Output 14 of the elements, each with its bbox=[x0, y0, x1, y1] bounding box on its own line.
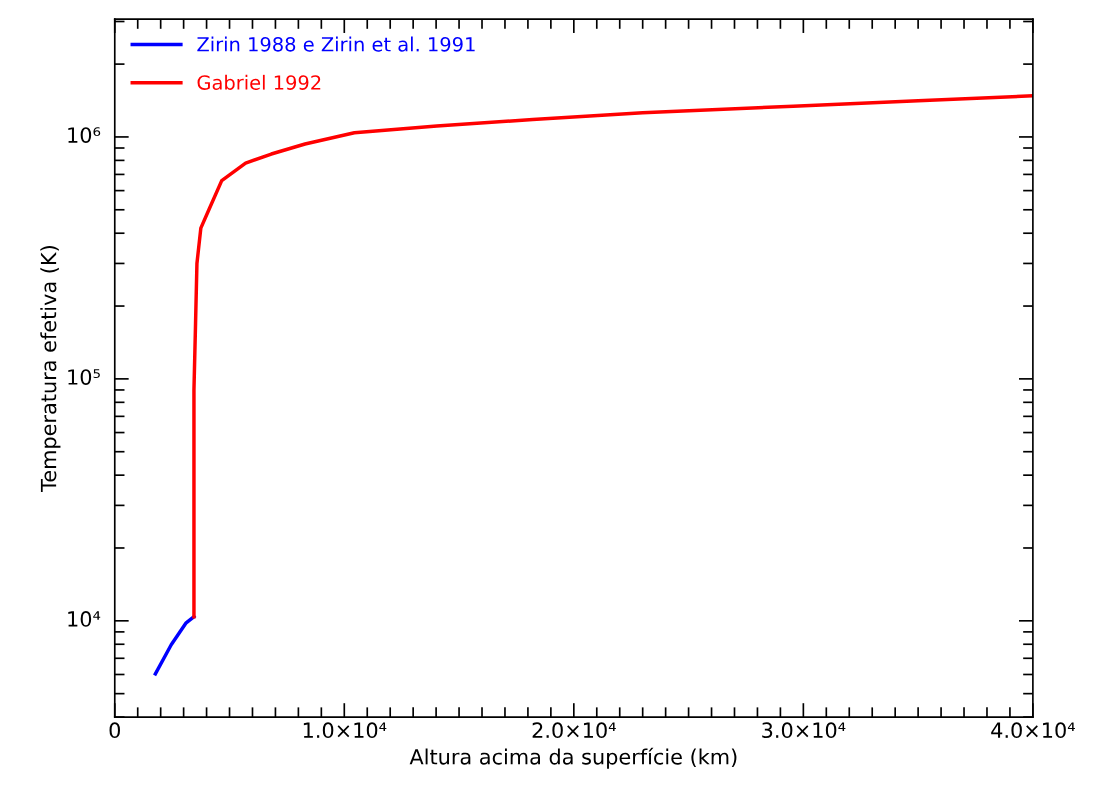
legend-label: Zirin 1988 e Zirin et al. 1991 bbox=[197, 36, 475, 52]
x-tick-label: 0 bbox=[109, 722, 121, 739]
line-series bbox=[192, 94, 1033, 619]
line-series bbox=[153, 614, 196, 676]
y-tick-label: 10⁵ bbox=[68, 369, 100, 385]
x-tick-label: 3.0×10⁴ bbox=[762, 722, 846, 739]
y-axis-title: Temperatura efetiva (K) bbox=[40, 246, 61, 492]
x-axis-title: Altura acima da superfície (km) bbox=[409, 747, 737, 769]
legend-label: Gabriel 1992 bbox=[197, 74, 321, 90]
y-tick-label: 10⁴ bbox=[68, 611, 101, 627]
x-tick-label: 2.0×10⁴ bbox=[532, 722, 616, 739]
x-tick-label: 1.0×10⁴ bbox=[303, 722, 387, 739]
y-tick-label: 10⁶ bbox=[68, 127, 101, 143]
x-tick-label: 4.0×10⁴ bbox=[991, 722, 1075, 739]
